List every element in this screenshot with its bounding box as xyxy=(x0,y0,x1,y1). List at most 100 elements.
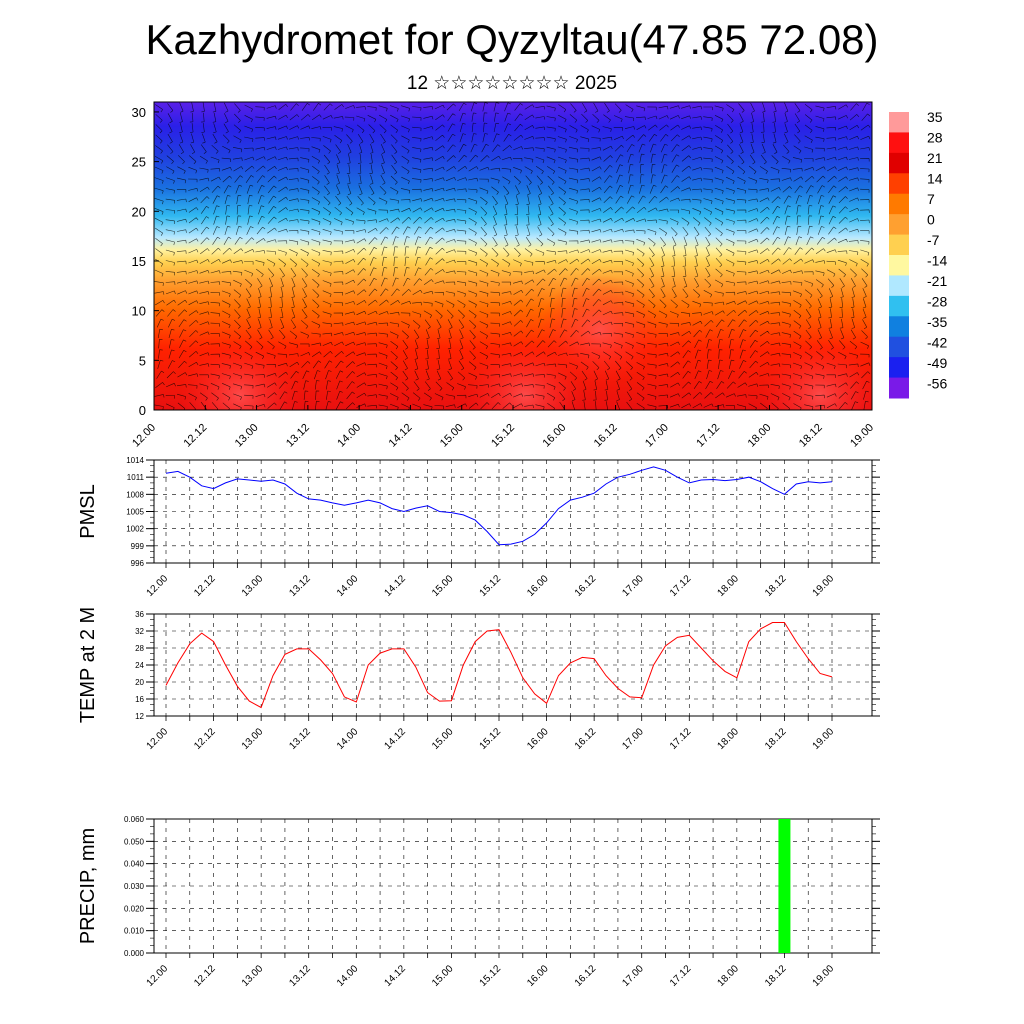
chart-subtitle: 12 ☆☆☆☆☆☆☆☆ 2025 xyxy=(406,73,618,94)
x-tick-label: 17.00 xyxy=(620,726,646,752)
colorbar-swatch xyxy=(889,173,909,195)
y-axis-title: PRECIP, mm xyxy=(77,828,99,944)
heatmap-warm-core xyxy=(760,340,872,410)
colorbar-label: 28 xyxy=(927,130,943,146)
y-tick-label: 25 xyxy=(132,155,146,170)
y-tick-label: 996 xyxy=(131,559,145,568)
plot-frame xyxy=(153,459,873,564)
y-tick-label: 28 xyxy=(135,644,144,653)
x-tick-label: 13.12 xyxy=(287,726,313,752)
x-tick-label: 13.00 xyxy=(233,422,261,450)
wind-barbs xyxy=(154,102,871,410)
y-tick-label: 15 xyxy=(132,254,146,269)
x-tick-label: 12.00 xyxy=(130,422,158,450)
y-tick-label: 10 xyxy=(132,304,146,319)
x-tick-label: 12.00 xyxy=(145,573,171,599)
y-tick-label: 32 xyxy=(135,627,144,636)
y-tick-label: 20 xyxy=(135,678,144,687)
x-tick-label: 18.12 xyxy=(763,963,789,989)
colorbar-label: -21 xyxy=(927,273,947,289)
chart-title: Kazhydromet for Qyzyltau(47.85 72.08) xyxy=(145,16,879,63)
colorbar-label: -42 xyxy=(927,335,947,351)
x-tick-label: 17.12 xyxy=(668,963,694,989)
x-tick-label: 18.00 xyxy=(716,573,742,599)
x-tick-label: 13.00 xyxy=(240,726,266,752)
heatmap-warm-core xyxy=(540,275,660,385)
colorbar-swatch xyxy=(889,255,909,276)
x-tick-label: 19.00 xyxy=(811,726,837,752)
y-tick-label: 0.010 xyxy=(124,927,145,936)
x-tick-label: 13.12 xyxy=(287,963,313,989)
y-tick-label: 1011 xyxy=(127,473,145,482)
x-tick-label: 19.00 xyxy=(848,422,876,450)
x-tick-label: 15.12 xyxy=(489,422,517,450)
x-tick-label: 16.12 xyxy=(592,422,620,450)
y-axis-title: TEMP at 2 M xyxy=(77,607,99,723)
colorbar-swatch xyxy=(889,316,909,338)
colorbar-swatch xyxy=(889,132,909,154)
x-tick-label: 18.00 xyxy=(746,422,774,450)
y-tick-label: 30 xyxy=(132,105,146,120)
x-tick-label: 15.00 xyxy=(430,963,456,989)
x-tick-label: 12.12 xyxy=(192,963,218,989)
x-tick-label: 19.00 xyxy=(811,573,837,599)
x-tick-label: 16.00 xyxy=(540,422,568,450)
y-tick-label: 1002 xyxy=(126,525,144,534)
colorbar-label: 7 xyxy=(927,191,935,207)
colorbar-swatch xyxy=(889,112,909,133)
y-tick-label: 0.030 xyxy=(124,882,145,891)
colorbar-swatch xyxy=(889,275,909,297)
x-tick-label: 16.12 xyxy=(573,963,599,989)
x-tick-label: 16.12 xyxy=(573,726,599,752)
colorbar-swatch xyxy=(889,152,909,174)
y-tick-label: 24 xyxy=(135,661,144,670)
x-tick-label: 17.00 xyxy=(620,573,646,599)
y-tick-label: 0.000 xyxy=(124,949,145,958)
wind-barb-strokes xyxy=(154,102,871,410)
y-tick-label: 0.050 xyxy=(124,837,145,846)
x-tick-label: 12.00 xyxy=(145,726,171,752)
x-tick-label: 16.12 xyxy=(573,573,599,599)
x-tick-label: 14.00 xyxy=(335,963,361,989)
y-tick-label: 0 xyxy=(139,403,146,418)
colorbar-swatch xyxy=(889,193,909,215)
colorbar-swatch xyxy=(889,336,909,358)
colorbar-label: -7 xyxy=(927,232,940,248)
x-tick-label: 15.00 xyxy=(430,726,456,752)
x-tick-label: 15.00 xyxy=(430,573,456,599)
y-tick-label: 36 xyxy=(135,610,144,619)
x-tick-label: 13.00 xyxy=(240,573,266,599)
x-tick-label: 19.00 xyxy=(811,963,837,989)
x-tick-label: 14.12 xyxy=(383,726,409,752)
x-tick-label: 12.12 xyxy=(192,573,218,599)
x-tick-label: 15.12 xyxy=(478,726,504,752)
y-tick-label: 5 xyxy=(139,353,146,368)
plot-frame xyxy=(153,818,873,954)
x-tick-label: 13.00 xyxy=(240,963,266,989)
colorbar-swatch xyxy=(889,295,909,317)
x-tick-label: 16.00 xyxy=(525,963,551,989)
y-tick-label: 999 xyxy=(131,542,145,551)
precip-bar xyxy=(778,819,791,953)
plot-frame xyxy=(153,613,873,717)
colorbar-label: 21 xyxy=(927,150,943,166)
x-tick-label: 17.00 xyxy=(620,963,646,989)
y-tick-label: 1008 xyxy=(126,490,144,499)
colorbar-label: -56 xyxy=(927,376,947,392)
series-line xyxy=(165,466,833,546)
colorbar-label: -35 xyxy=(927,314,947,330)
y-tick-label: 1005 xyxy=(126,508,144,517)
colorbar-label: 35 xyxy=(927,109,943,125)
x-tick-label: 18.12 xyxy=(797,422,825,450)
colorbar-swatch xyxy=(889,377,909,399)
x-tick-label: 17.12 xyxy=(668,726,694,752)
x-tick-label: 14.00 xyxy=(335,573,361,599)
x-tick-label: 16.00 xyxy=(525,726,551,752)
colorbar-swatch xyxy=(889,357,909,379)
heatmap-hotspots xyxy=(180,275,872,410)
y-tick-label: 1014 xyxy=(126,456,144,465)
x-tick-label: 12.12 xyxy=(181,422,209,450)
x-tick-label: 14.00 xyxy=(335,422,363,450)
x-tick-label: 17.12 xyxy=(668,573,694,599)
